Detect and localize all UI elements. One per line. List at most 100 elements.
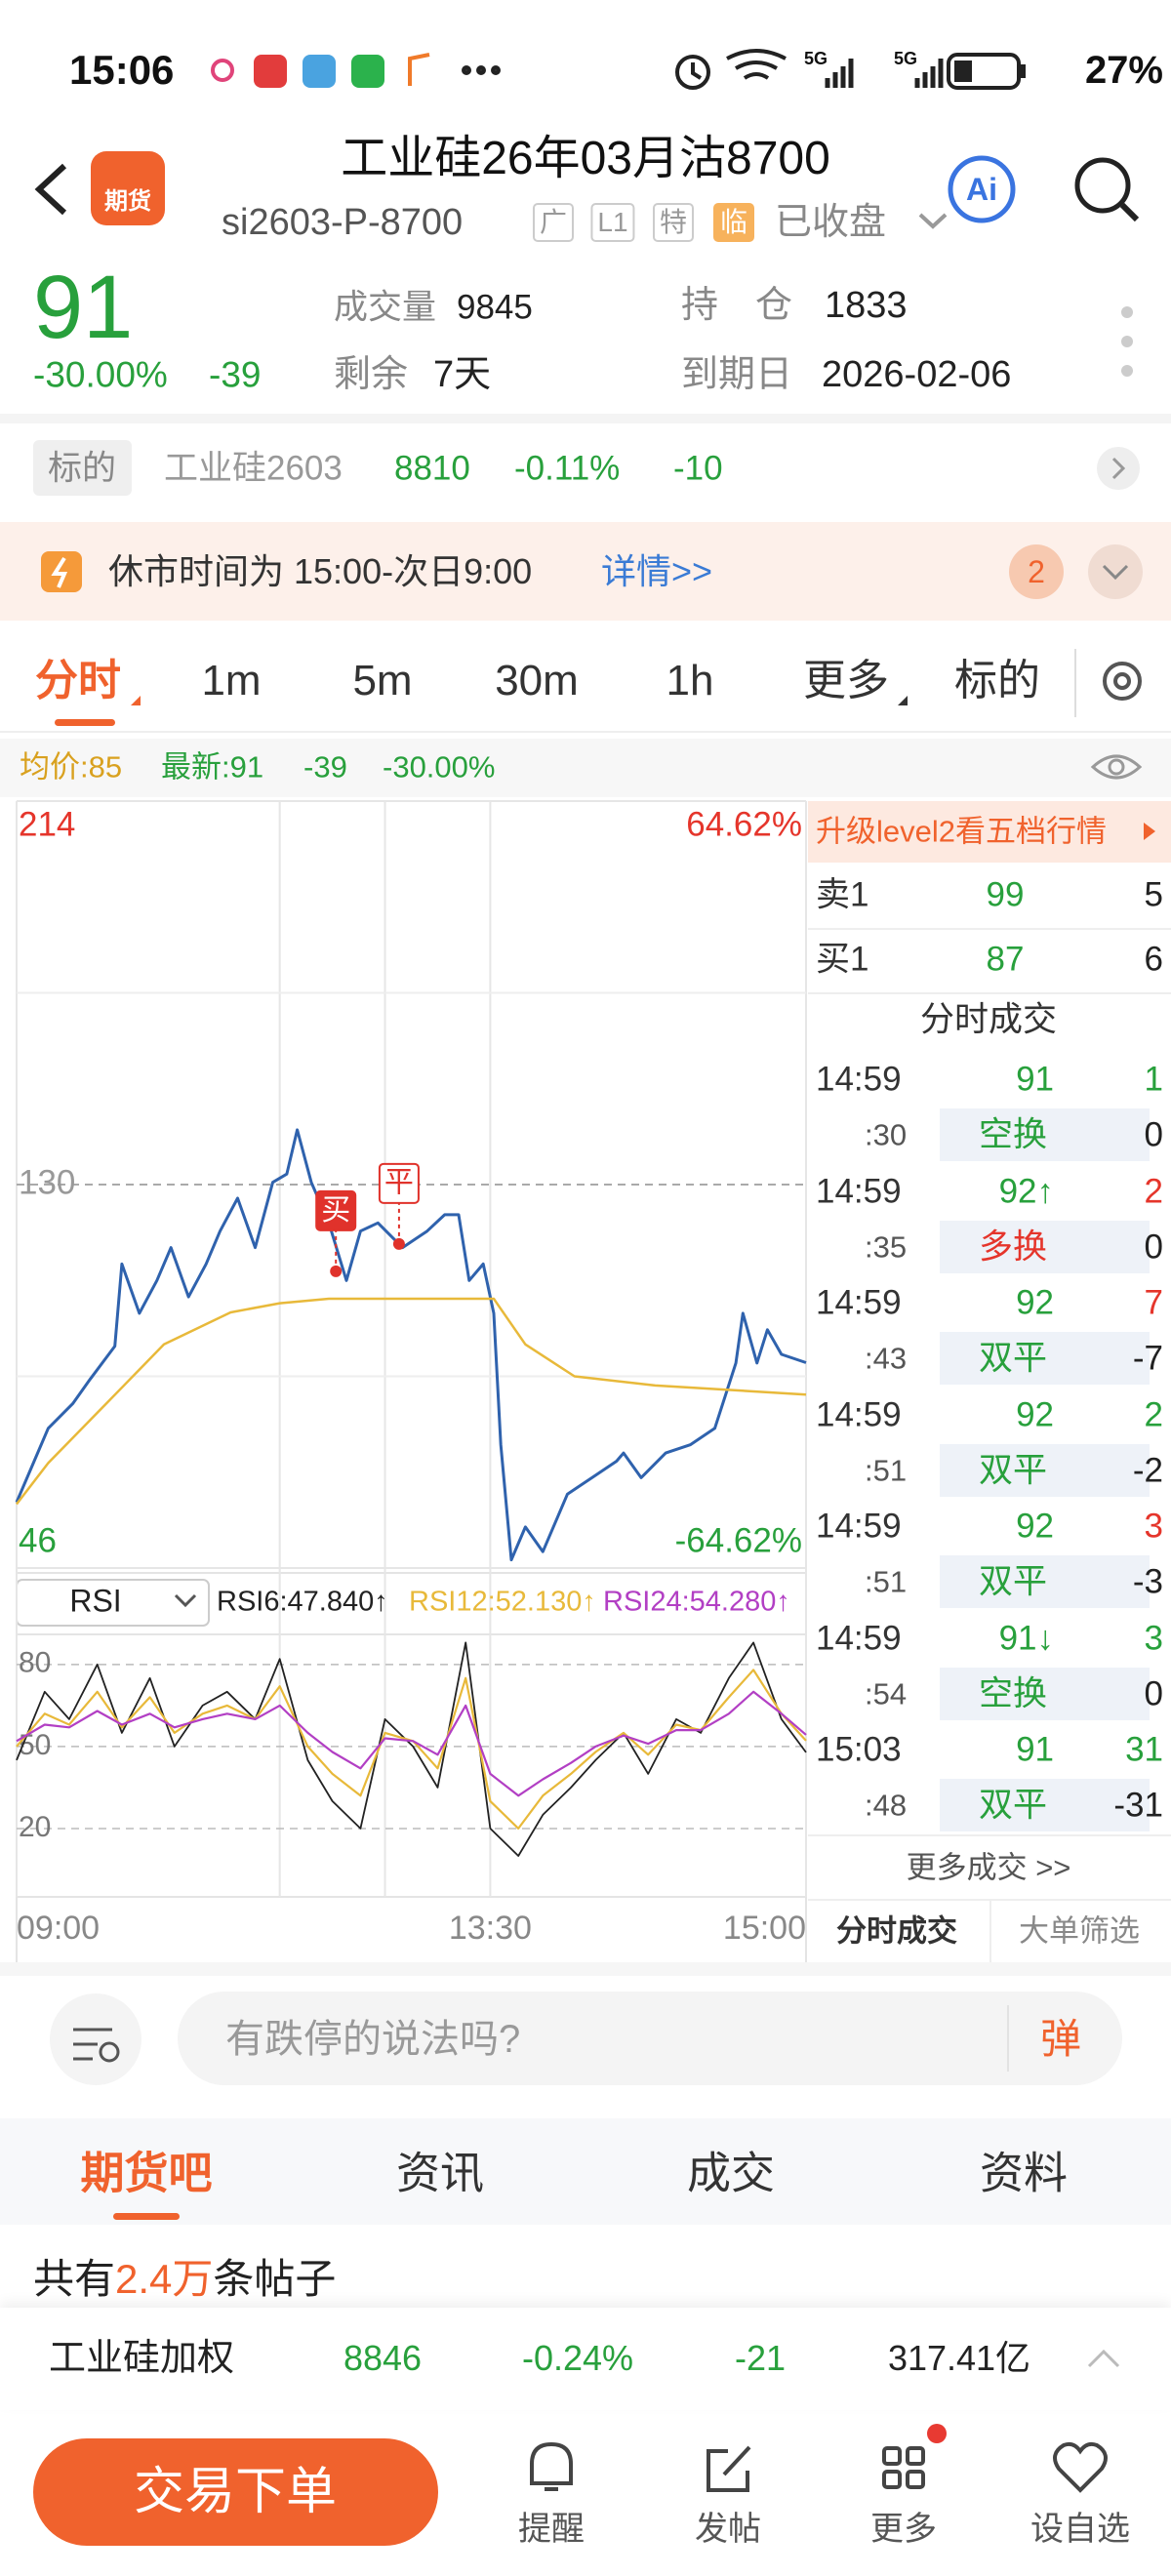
x-tick-label: 15:00 bbox=[723, 1910, 806, 1947]
contract-badge: 广 bbox=[532, 203, 575, 242]
trade-type-box bbox=[940, 1779, 1150, 1831]
nav-item[interactable]: 更多 bbox=[870, 2511, 937, 2548]
danmaku-toggle[interactable]: 弹 bbox=[1039, 2016, 1082, 2062]
logo-box[interactable] bbox=[91, 151, 165, 225]
open-interest-label: 持 仓 bbox=[681, 285, 793, 326]
nav-item[interactable]: 设自选 bbox=[1030, 2511, 1130, 2548]
annotation-box bbox=[378, 1162, 420, 1204]
trade-button-label[interactable]: 交易下单 bbox=[133, 2464, 338, 2520]
trade-second: :30 bbox=[865, 1117, 908, 1152]
battery-level: 27% bbox=[1084, 49, 1163, 92]
trade-volume: 2 bbox=[1144, 1172, 1163, 1210]
remaining-label: 剩余 bbox=[334, 354, 409, 395]
y-tick-label: 130 bbox=[19, 1163, 75, 1201]
trade-price: 91 bbox=[1016, 1730, 1054, 1769]
trade-time: 14:59 bbox=[816, 1060, 902, 1099]
trade-volume: 2 bbox=[1144, 1395, 1163, 1433]
underlying-name[interactable]: 工业硅2603 bbox=[164, 449, 343, 488]
trade-volume: 31 bbox=[1125, 1730, 1163, 1769]
ticker-band bbox=[0, 2308, 1171, 2410]
period-tab[interactable]: 分时 bbox=[35, 657, 121, 704]
trade-type: 双平 bbox=[978, 1339, 1048, 1378]
volume-value: 9845 bbox=[457, 288, 533, 327]
trade-type: 空换 bbox=[978, 1674, 1048, 1712]
trade-time: 14:59 bbox=[816, 1619, 902, 1657]
trade-type-volume: 0 bbox=[1144, 1674, 1163, 1712]
rsi-legend: RSI6:47.840↑ bbox=[217, 1587, 388, 1618]
order-book-price: 87 bbox=[986, 940, 1025, 979]
trade-second: :51 bbox=[865, 1453, 908, 1487]
price-line bbox=[15, 1128, 807, 1562]
rsi-legend: RSI24:54.280↑ bbox=[603, 1587, 790, 1618]
trade-price: 91 bbox=[1016, 1060, 1054, 1099]
nav-item[interactable]: 发帖 bbox=[695, 2511, 761, 2548]
rsi-legend: RSI12:52.130↑ bbox=[409, 1587, 596, 1618]
trades-tab[interactable]: 大单筛选 bbox=[1019, 1913, 1140, 1949]
trade-type-box bbox=[940, 1220, 1150, 1273]
annotation-box bbox=[315, 1189, 357, 1231]
notice-band bbox=[0, 522, 1171, 621]
x-tick-label: 09:00 bbox=[17, 1910, 100, 1947]
level2-banner[interactable] bbox=[808, 801, 1171, 863]
y-tick-label: 214 bbox=[19, 805, 75, 843]
period-tab[interactable]: 5m bbox=[352, 657, 413, 704]
comment-input-box[interactable] bbox=[178, 1992, 1122, 2085]
trade-time: 15:03 bbox=[816, 1730, 902, 1769]
rsi-tick-label: 80 bbox=[19, 1647, 51, 1679]
lower-divider bbox=[0, 1962, 1171, 1976]
underlying-label-box bbox=[33, 440, 132, 496]
trade-type-volume: 0 bbox=[1144, 1228, 1163, 1266]
y2-tick-label: -64.62% bbox=[675, 1521, 802, 1559]
period-tab[interactable]: 1m bbox=[201, 657, 262, 704]
trade-type-box bbox=[940, 1667, 1150, 1720]
trade-type: 多换 bbox=[978, 1228, 1048, 1266]
indicator-selector: RSI bbox=[69, 1583, 121, 1618]
rsi-line bbox=[16, 1669, 807, 1830]
period-underline bbox=[55, 719, 115, 726]
underlying-label: 标的 bbox=[47, 449, 117, 488]
order-book-volume: 5 bbox=[1144, 875, 1163, 914]
comment-placeholder[interactable]: 有跌停的说法吗? bbox=[225, 2018, 521, 2061]
posts-count-part: 条帖子 bbox=[213, 2256, 337, 2302]
order-book-label: 买1 bbox=[816, 940, 869, 979]
period-tab[interactable]: 30m bbox=[495, 657, 579, 704]
rsi-tick-label: 20 bbox=[19, 1811, 51, 1843]
y-tick-label: 46 bbox=[19, 1521, 57, 1559]
notice-link[interactable]: 详情>> bbox=[601, 551, 713, 591]
ticker-price: 8846 bbox=[343, 2338, 423, 2378]
logo-text[interactable]: 期货 bbox=[104, 188, 151, 215]
latest-change: -39 bbox=[303, 749, 347, 785]
stats-band bbox=[0, 739, 1171, 797]
section-divider bbox=[0, 414, 1171, 423]
period-tab[interactable]: 更多 bbox=[803, 657, 889, 704]
comment-tool-button[interactable] bbox=[50, 1993, 141, 2085]
trade-volume: 3 bbox=[1144, 1619, 1163, 1657]
ai-button[interactable]: Ai bbox=[966, 172, 997, 207]
nav-item[interactable]: 提醒 bbox=[518, 2511, 585, 2548]
more-trades-link[interactable]: 更多成交 >> bbox=[906, 1850, 1071, 1885]
ticker-name[interactable]: 工业硅加权 bbox=[49, 2338, 235, 2379]
change-percent: -30.00% bbox=[33, 354, 168, 395]
trade-type-volume: -7 bbox=[1132, 1339, 1163, 1378]
period-tab[interactable]: 标的 bbox=[954, 657, 1040, 704]
posts-count: 共有2.4万条帖子 bbox=[33, 2259, 336, 2300]
trades-tab[interactable]: 分时成交 bbox=[836, 1913, 957, 1949]
ticker-change-percent: -0.24% bbox=[521, 2338, 634, 2378]
community-tab[interactable]: 成交 bbox=[686, 2148, 776, 2198]
community-tab[interactable]: 资讯 bbox=[395, 2148, 485, 2198]
trade-button[interactable] bbox=[33, 2438, 438, 2546]
trade-type: 双平 bbox=[978, 1786, 1048, 1825]
ticker-change: -21 bbox=[734, 2338, 787, 2378]
community-tab[interactable]: 资料 bbox=[979, 2148, 1069, 2198]
trade-volume: 3 bbox=[1144, 1507, 1163, 1546]
notice-count[interactable]: 2 bbox=[1028, 554, 1045, 589]
period-tab[interactable]: 1h bbox=[666, 657, 714, 704]
annotation-point bbox=[330, 1265, 343, 1277]
market-status[interactable]: 已收盘 bbox=[775, 202, 887, 243]
x-tick-label: 13:30 bbox=[449, 1910, 532, 1947]
trades-tabs-divider bbox=[989, 1901, 991, 1962]
level2-banner-text[interactable]: 升级level2看五档行情 bbox=[816, 814, 1107, 849]
posts-count-part: 共有 bbox=[33, 2256, 116, 2302]
community-tab[interactable]: 期货吧 bbox=[80, 2148, 213, 2198]
